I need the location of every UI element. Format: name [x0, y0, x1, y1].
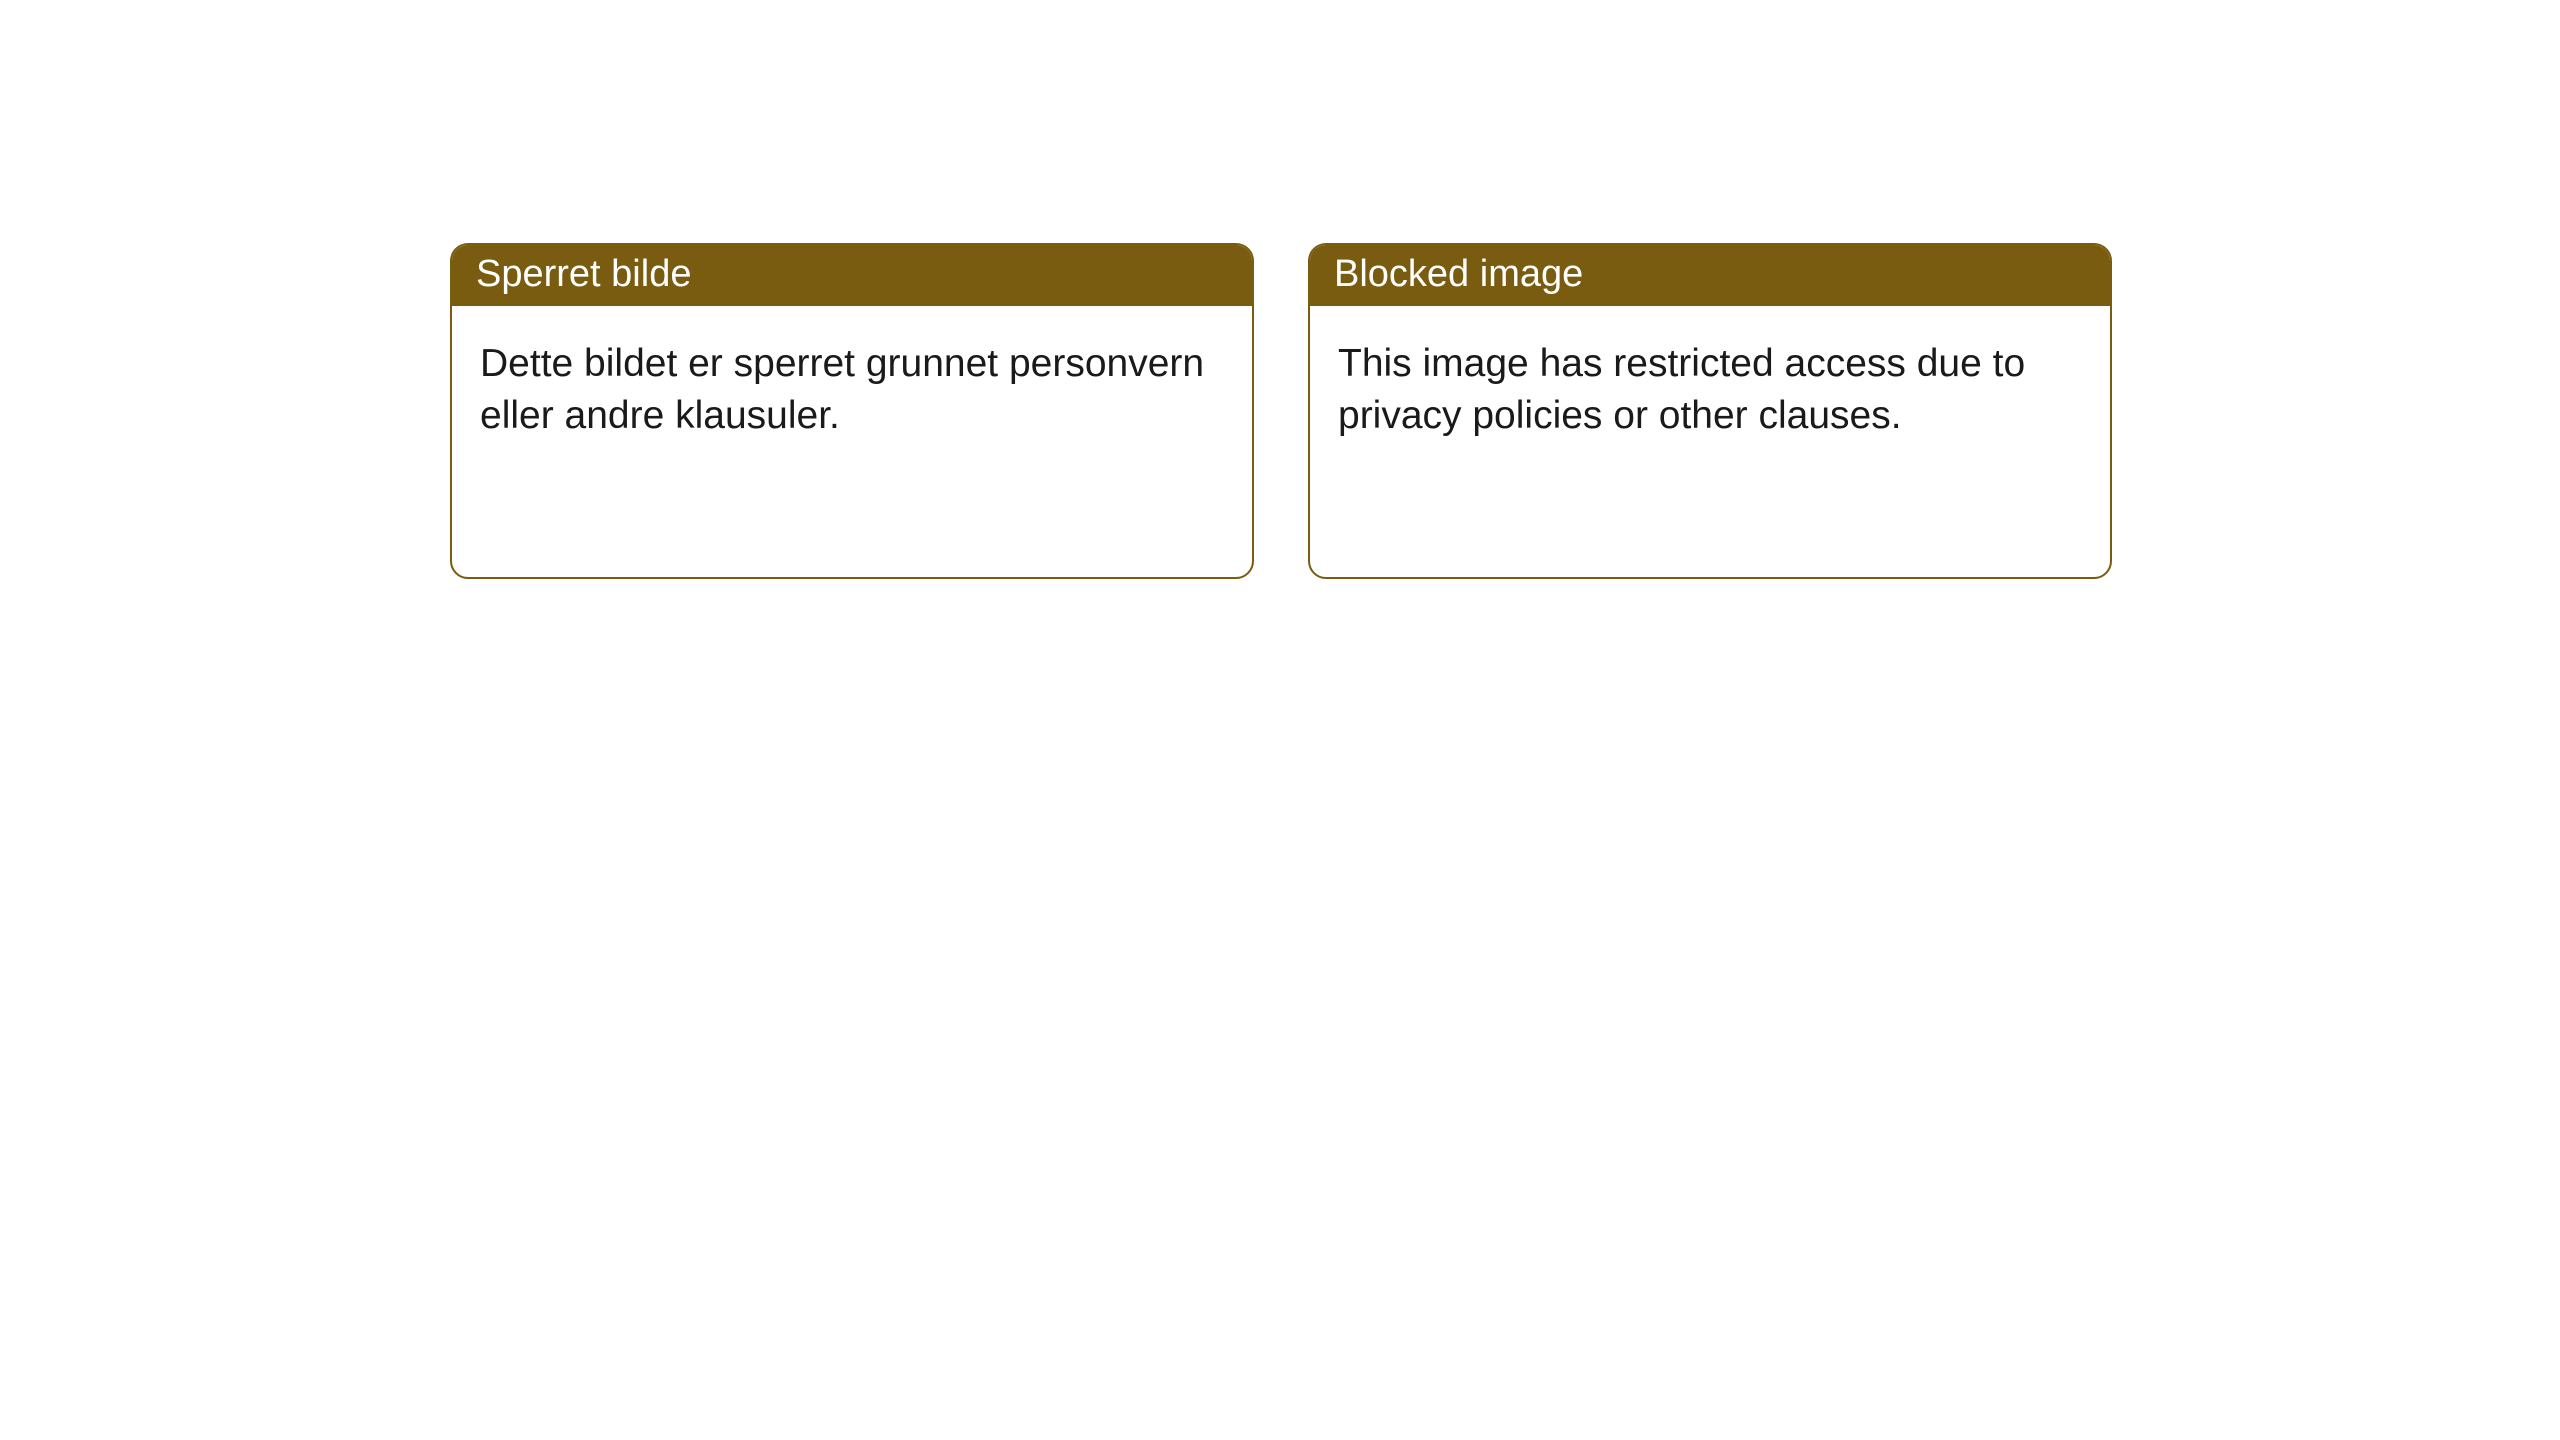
notice-body: This image has restricted access due to … — [1310, 306, 2110, 475]
notice-box-english: Blocked image This image has restricted … — [1308, 243, 2112, 579]
notices-container: Sperret bilde Dette bildet er sperret gr… — [0, 0, 2560, 579]
notice-title: Blocked image — [1310, 245, 2110, 306]
notice-box-norwegian: Sperret bilde Dette bildet er sperret gr… — [450, 243, 1254, 579]
notice-body: Dette bildet er sperret grunnet personve… — [452, 306, 1252, 475]
notice-title: Sperret bilde — [452, 245, 1252, 306]
